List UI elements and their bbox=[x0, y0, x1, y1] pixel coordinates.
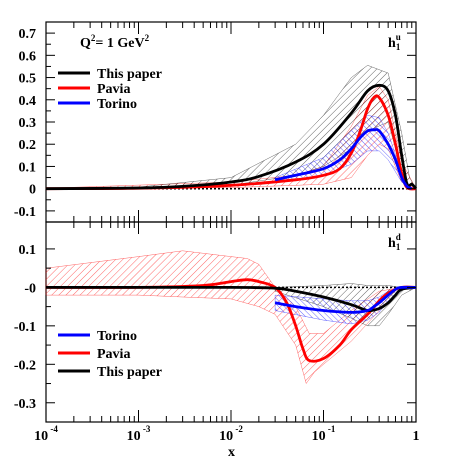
panel-d-tag-sup: d bbox=[396, 232, 401, 242]
panel-d-lines bbox=[45, 278, 417, 363]
legend-d-pavia-label: Pavia bbox=[97, 347, 130, 362]
y-tick-label-d-3: -0 bbox=[24, 281, 36, 296]
series-line-u-torino bbox=[274, 128, 413, 191]
panel-u-tag-sub: 1 bbox=[396, 42, 401, 52]
q2-annotation: Q2= 1 GeV2 bbox=[80, 33, 150, 51]
panel-d-tag-sub: 1 bbox=[396, 242, 401, 252]
y-tick-label-u-3: 0.2 bbox=[19, 138, 37, 153]
legend-u-this-paper-label: This paper bbox=[97, 67, 162, 82]
panel-u: -0.100.10.20.30.40.50.60.7 Q2= 1 GeV2 hu… bbox=[14, 21, 418, 223]
q2-lhs: Q bbox=[80, 36, 91, 51]
panel-u-x-ticks bbox=[45, 22, 417, 222]
x-tick-label-3: 10 -1 bbox=[312, 424, 336, 444]
panel-u-tag-sup: u bbox=[396, 32, 401, 42]
panel-u-lines bbox=[45, 83, 418, 191]
legend-u-pavia-label: Pavia bbox=[97, 82, 130, 97]
q2-rhs-sup: 2 bbox=[145, 33, 150, 43]
y-tick-label-d-0: -0.3 bbox=[14, 397, 36, 412]
x-axis-title: x bbox=[228, 445, 235, 460]
q2-mid: = 1 GeV bbox=[95, 36, 144, 51]
y-tick-label-u-4: 0.3 bbox=[19, 116, 37, 131]
panel-d-tag-main: h bbox=[388, 236, 396, 251]
panel-d-tag: hd 1 bbox=[388, 232, 401, 252]
x-tick-label-4: 1 bbox=[413, 429, 420, 444]
panel-d-x-ticks bbox=[45, 222, 417, 422]
x-tick-label-2: 10 -2 bbox=[219, 424, 243, 444]
legend-d-this-paper-label: This paper bbox=[97, 365, 162, 380]
series-line-u-pavia bbox=[45, 94, 417, 191]
panel-d-y-ticks: -0.3 -0.2 -0.1 -0 0.1 bbox=[14, 243, 416, 412]
legend-d-torino-label: Torino bbox=[97, 329, 137, 344]
y-tick-label-u-5: 0.4 bbox=[19, 94, 37, 109]
y-tick-label-u-6: 0.5 bbox=[19, 72, 37, 87]
series-line-u-this-paper bbox=[45, 83, 418, 191]
series-line-d-pavia bbox=[45, 278, 417, 363]
y-tick-label-u-2: 0.1 bbox=[19, 160, 37, 175]
series-line-d-torino bbox=[274, 285, 417, 314]
y-tick-label-u-7: 0.6 bbox=[19, 49, 37, 64]
panel-u-y-ticks: -0.1 0 0.1 0.2 0.3 0.4 0.5 0.6 0.7 bbox=[14, 27, 416, 220]
y-tick-label-u-0: -0.1 bbox=[14, 205, 36, 220]
y-tick-label-d-1: -0.2 bbox=[14, 358, 36, 373]
panel-u-legend: This paper Pavia Torino bbox=[58, 67, 162, 112]
panel-d-legend: Torino Pavia This paper bbox=[58, 329, 162, 380]
panel-d-bands bbox=[45, 250, 417, 385]
y-tick-label-d-2: -0.1 bbox=[14, 320, 36, 335]
panel-u-tag: hu 1 bbox=[388, 32, 401, 52]
legend-u-torino-label: Torino bbox=[97, 97, 137, 112]
panel-u-tag-main: h bbox=[388, 36, 396, 51]
series-line-d-this-paper bbox=[45, 285, 417, 313]
x-tick-label-1: 10 -3 bbox=[127, 424, 151, 444]
y-tick-label-u-8: 0.7 bbox=[19, 27, 37, 42]
x-tick-label-0: 10 -4 bbox=[34, 424, 58, 444]
y-tick-label-u-1: 0 bbox=[29, 183, 36, 198]
q2-lhs-sup: 2 bbox=[91, 33, 96, 43]
y-tick-label-d-4: 0.1 bbox=[19, 243, 37, 258]
panel-d: -0.3 -0.2 -0.1 -0 0.1 hd 1 Torino Pavia This … bbox=[14, 221, 417, 423]
x-axis-tick-labels: 10 -4 10 -3 10 -2 10 -1 1 bbox=[34, 424, 419, 444]
